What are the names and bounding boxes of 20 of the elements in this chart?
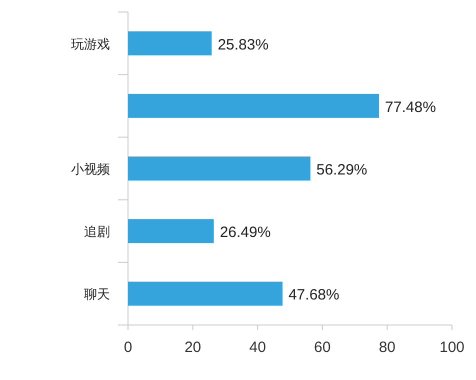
x-tick-label: 100 (439, 339, 465, 356)
y-tick-label: 玩游戏 (71, 36, 110, 52)
data-label: 26.49% (220, 224, 271, 242)
y-tick-label: 小视频 (71, 162, 110, 176)
bar (128, 156, 310, 180)
y-tick-label: 追剧 (84, 224, 110, 240)
bar (128, 282, 282, 306)
x-tick-label: 20 (184, 339, 202, 356)
bar (128, 94, 380, 118)
x-tick-label: 80 (378, 339, 396, 356)
bar (128, 31, 212, 56)
y-tick-label: 聊天 (84, 286, 110, 302)
x-tick-label: 40 (249, 339, 266, 356)
x-tick-label: 0 (124, 339, 132, 356)
bar (128, 219, 214, 244)
data-label: 77.48% (385, 98, 436, 116)
data-label: 25.83% (218, 36, 269, 54)
x-tick-label: 60 (314, 339, 331, 356)
data-label: 56.29% (316, 162, 368, 178)
data-label: 47.68% (288, 286, 340, 304)
